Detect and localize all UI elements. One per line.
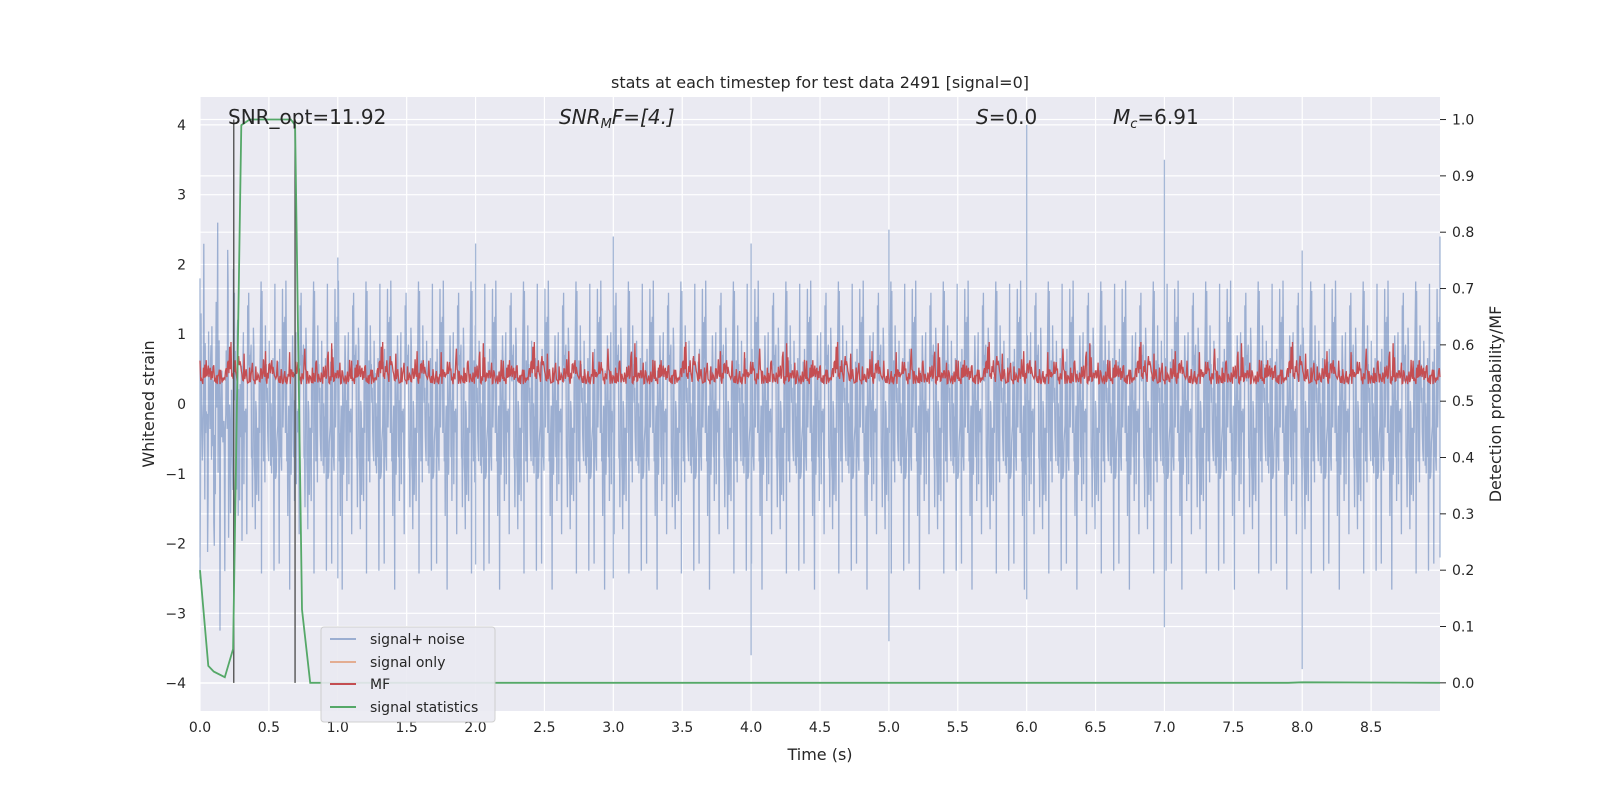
chart-title: stats at each timestep for test data 249… — [611, 73, 1029, 92]
y-axis-left-ticks: 4 3 2 1 0 −1 −2 −3 −4 — [165, 118, 186, 692]
legend-label-mf: MF — [370, 677, 390, 693]
y-right-tick-label: 0.1 — [1452, 620, 1474, 636]
series-signal-statistics — [199, 118, 1441, 684]
y-axis-right-ticks: 1.0 0.9 0.8 0.7 0.6 0.5 0.4 0.3 0.2 0.1 0.0 — [1440, 113, 1474, 692]
y-left-tick-label: 4 — [177, 118, 186, 134]
legend-box — [320, 626, 496, 723]
x-tick-label: 0.5 — [258, 720, 280, 736]
y-axis-left-label: Whitened strain — [139, 340, 158, 467]
x-tick-label: 6.5 — [1084, 720, 1106, 736]
x-tick-label: 2.5 — [533, 720, 555, 736]
y-right-tick-label: 0.3 — [1452, 507, 1474, 523]
legend: signal+ noise signal only MF signal stat… — [320, 626, 496, 723]
x-tick-label: 5.0 — [878, 720, 900, 736]
y-left-tick-label: 1 — [177, 327, 186, 343]
x-axis-label: Time (s) — [786, 745, 852, 764]
y-left-tick-label: −4 — [165, 676, 186, 692]
x-tick-label: 3.5 — [671, 720, 693, 736]
y-right-tick-label: 0.7 — [1452, 282, 1474, 298]
annotation-snr-opt: SNR_opt=11.92 — [228, 105, 386, 129]
x-tick-label: 7.5 — [1222, 720, 1244, 736]
series-signal-noise — [199, 124, 1441, 670]
legend-label-signal-statistics: signal statistics — [370, 700, 478, 716]
signal-noise-line — [199, 124, 1441, 670]
y-left-tick-label: 3 — [177, 188, 186, 204]
x-tick-label: 6.0 — [1016, 720, 1038, 736]
legend-label-signal-noise: signal+ noise — [370, 632, 465, 648]
y-left-tick-label: 2 — [177, 257, 186, 273]
annotation-mc: Mc=6.91 — [1113, 105, 1199, 132]
x-tick-label: 5.5 — [947, 720, 969, 736]
y-right-tick-label: 0.5 — [1452, 394, 1474, 410]
y-left-tick-label: −3 — [165, 606, 186, 622]
y-right-tick-label: 0.0 — [1452, 676, 1474, 692]
y-right-tick-label: 1.0 — [1452, 113, 1474, 129]
x-tick-label: 2.0 — [464, 720, 486, 736]
y-right-tick-label: 0.9 — [1452, 169, 1474, 185]
annotation-snr-mf: SNRMF=[4.] — [559, 105, 675, 132]
y-left-tick-label: 0 — [177, 397, 186, 413]
x-tick-label: 4.5 — [809, 720, 831, 736]
x-tick-label: 8.5 — [1360, 720, 1382, 736]
signal-statistics-line — [199, 118, 1441, 684]
series-mf — [199, 341, 1441, 386]
y-left-tick-label: −2 — [165, 537, 186, 553]
x-tick-label: 0.0 — [189, 720, 211, 736]
y-right-tick-label: 0.6 — [1452, 338, 1474, 354]
x-tick-label: 3.0 — [602, 720, 624, 736]
annotation-s: S=0.0 — [976, 105, 1037, 129]
y-right-tick-label: 0.4 — [1452, 451, 1474, 467]
x-tick-label: 1.0 — [327, 720, 349, 736]
mf-line — [199, 341, 1441, 386]
y-left-tick-label: −1 — [165, 467, 186, 483]
x-tick-label: 8.0 — [1291, 720, 1313, 736]
x-tick-label: 7.0 — [1153, 720, 1175, 736]
legend-label-signal-only: signal only — [370, 655, 445, 671]
x-tick-label: 4.0 — [740, 720, 762, 736]
y-right-tick-label: 0.2 — [1452, 563, 1474, 579]
x-axis-ticks: 0.0 0.5 1.0 1.5 2.0 2.5 3.0 3.5 4.0 4.5 5.0 5.5 6.0 6… — [189, 720, 1382, 736]
y-axis-right-label: Detection probability/MF — [1486, 306, 1505, 503]
x-tick-label: 1.5 — [396, 720, 418, 736]
y-right-tick-label: 0.8 — [1452, 225, 1474, 241]
